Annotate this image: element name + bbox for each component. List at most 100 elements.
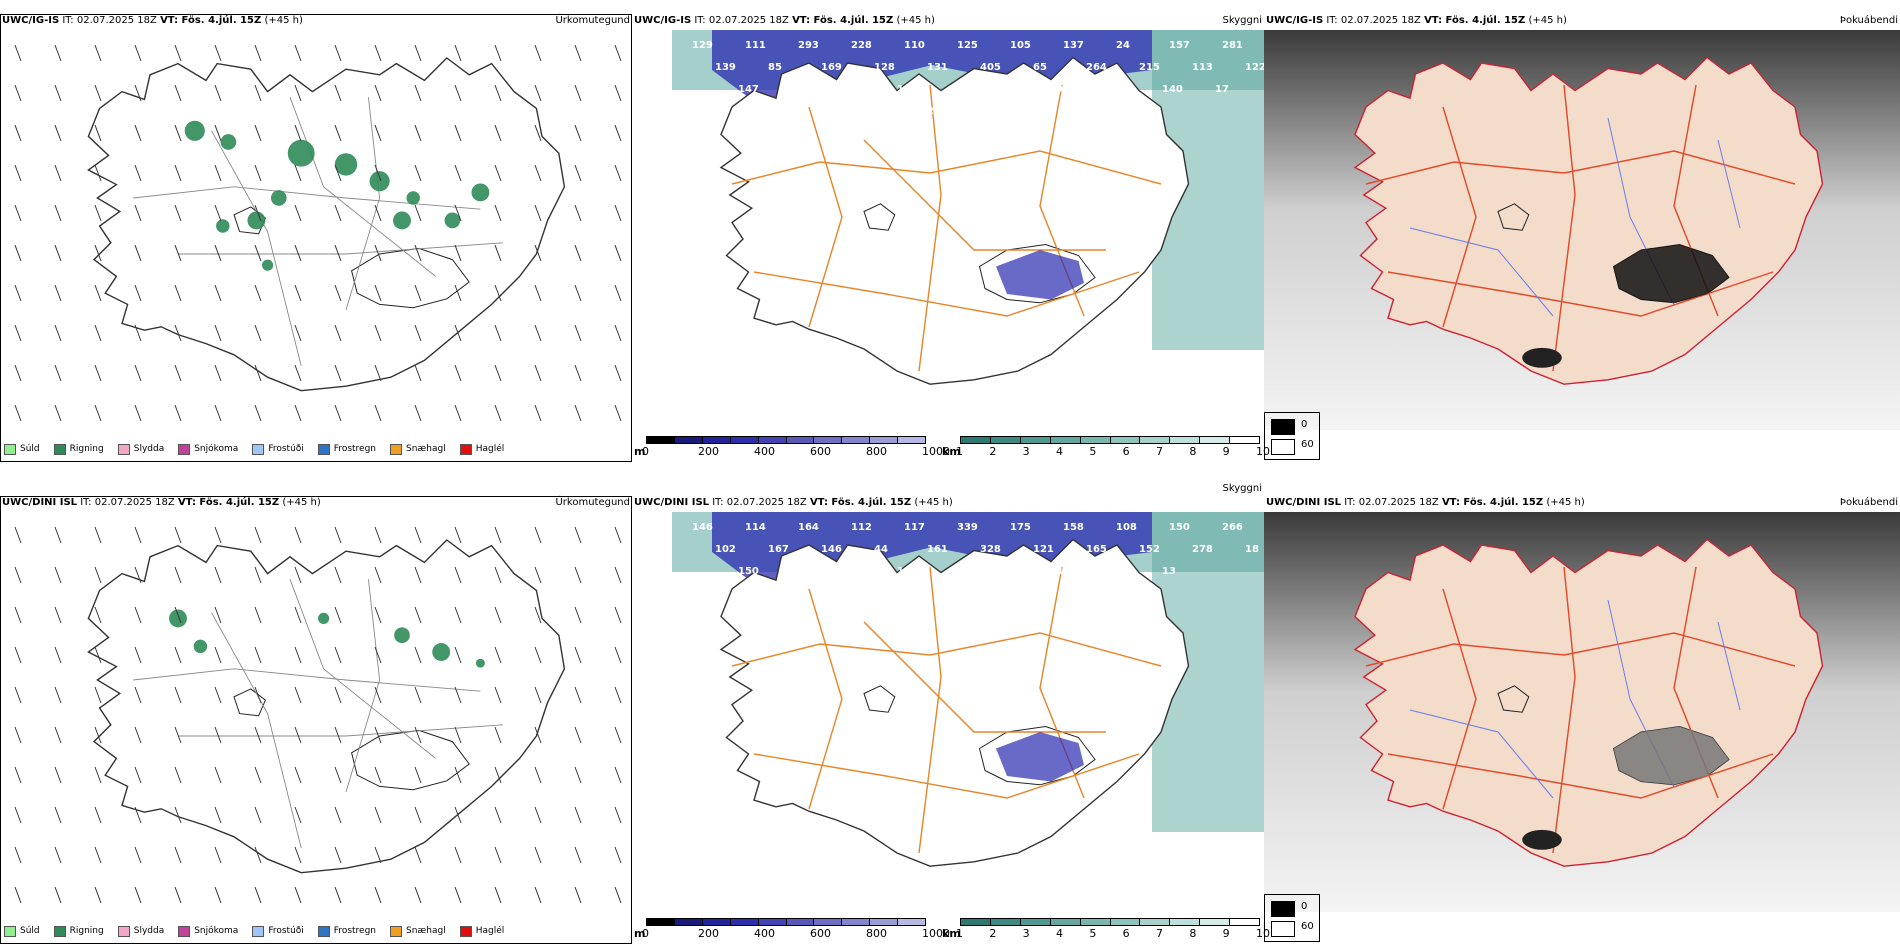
wind-barb: [374, 364, 382, 382]
wind-barb: [294, 646, 302, 664]
wind-barb: [54, 204, 62, 222]
cloud-base-label: 215: [1139, 62, 1160, 73]
it-value: 02.07.2025 18Z: [76, 15, 157, 26]
wind-barb: [454, 284, 462, 302]
rain-area: [270, 190, 287, 206]
precip-legend-swatch: [117, 443, 130, 455]
wind-barb: [614, 284, 622, 302]
fog-patch: [1522, 829, 1562, 850]
colorbar-swatch: [1110, 919, 1141, 925]
wind-barb: [14, 806, 22, 824]
colorbar-tick-label: 1000: [922, 445, 950, 458]
precip-map: [0, 512, 632, 918]
cloud-base-label: 24: [1116, 40, 1130, 51]
wind-barb: [294, 726, 302, 744]
wind-barb: [454, 566, 462, 584]
river-line: [1717, 139, 1741, 229]
road-line: [918, 566, 942, 854]
wind-barb: [54, 404, 62, 422]
fog-patch: [1613, 726, 1729, 785]
sky-title-bar: UWC/DINI ISL IT: 02.07.2025 18Z VT: Fös.…: [632, 483, 1264, 510]
wind-barb: [374, 726, 382, 744]
wind-barb: [254, 526, 262, 544]
wind-barb: [334, 766, 342, 784]
fog-patch: [1613, 244, 1729, 303]
model-name: UWC/IG-IS: [634, 15, 692, 26]
road-line: [345, 579, 381, 793]
rain-area: [432, 643, 451, 661]
wind-barb: [134, 364, 142, 382]
model-name: UWC/IG-IS: [1266, 15, 1324, 26]
wind-barb: [174, 204, 182, 222]
wind-barb: [174, 886, 182, 904]
wind-barb: [334, 284, 342, 302]
wind-barb: [294, 566, 302, 584]
it-value: 02.07.2025 18Z: [94, 497, 175, 508]
sky-map: 129 111 293 228 110 125 105 137 24 157 281 139 85 169…: [632, 30, 1264, 430]
colorbar-tick-label: 1: [956, 927, 963, 940]
wind-barb: [54, 766, 62, 784]
wind-barb: [454, 44, 462, 62]
road-line: [289, 579, 436, 759]
wind-barb: [614, 244, 622, 262]
wind-barb: [14, 646, 22, 664]
colorbar-swatch: [1050, 437, 1081, 443]
cloud-base-label: 90: [761, 106, 775, 117]
wind-barb: [574, 284, 582, 302]
wind-barb: [134, 124, 142, 142]
wind-barb: [294, 686, 302, 704]
cloud-base-label: 157: [1169, 40, 1190, 51]
wind-barb: [494, 526, 502, 544]
cloud-base-label: 83: [950, 566, 964, 577]
wind-barb: [294, 886, 302, 904]
wind-barb: [214, 124, 222, 142]
lead-time: (+45 h): [264, 15, 303, 26]
colorbar-swatch: [870, 919, 899, 925]
cloud-base-label: 150: [1169, 522, 1190, 533]
wind-barb: [54, 164, 62, 182]
colorbar-swatch: [758, 437, 787, 443]
iceland-coastline: [719, 56, 1190, 385]
wind-barb: [254, 124, 262, 142]
wind-barb: [134, 566, 142, 584]
wind-barb: [534, 726, 542, 744]
wind-barb: [374, 284, 382, 302]
cloud-base-label: 128: [874, 62, 895, 73]
fog-map: [1264, 30, 1900, 430]
wind-barb: [214, 566, 222, 584]
iceland-fog-map-svg: [1264, 512, 1900, 912]
wind-barb: [374, 846, 382, 864]
precip-legend-label: Súld: [20, 926, 40, 936]
cloud-base-label: 36: [844, 84, 858, 95]
iceland-coastline: [1353, 538, 1824, 867]
precip-legend-label: Snæhagl: [406, 444, 446, 454]
wind-barb: [174, 44, 182, 62]
glacier-outline: [863, 203, 896, 231]
road-line: [863, 139, 1107, 251]
wind-barb: [174, 566, 182, 584]
wind-barb: [294, 44, 302, 62]
wind-barb: [534, 284, 542, 302]
wind-barb: [94, 324, 102, 342]
wind-barb: [134, 886, 142, 904]
sky-title-bar: UWC/IG-IS IT: 02.07.2025 18Z VT: Fös. 4.…: [632, 14, 1264, 28]
colorbar-swatch: [1140, 919, 1171, 925]
rain-area: [318, 612, 330, 624]
wind-barb: [254, 44, 262, 62]
road-line: [753, 753, 1140, 799]
wind-barb: [54, 566, 62, 584]
colorbar-swatch: [1200, 437, 1231, 443]
iceland-sky-map-svg: 129 111 293 228 110 125 105 137 24 157 281 139 85 169…: [672, 30, 1264, 385]
cloud-base-label: 264: [1086, 62, 1107, 73]
colorbar-tick-label: 800: [866, 445, 887, 458]
colorbar-tick-label: 5: [1089, 445, 1097, 458]
fog-title-bar: UWC/DINI ISL IT: 02.07.2025 18Z VT: Fös.…: [1264, 496, 1900, 510]
precip-legend-item: Snjókoma: [178, 443, 238, 455]
colorbar-swatch: [842, 437, 871, 443]
precip-legend-swatch: [317, 443, 330, 455]
wind-barb: [494, 404, 502, 422]
colorbar-tick-label: 3: [1022, 927, 1030, 940]
wind-barb: [334, 244, 342, 262]
colorbar-tick-label: 2: [989, 927, 997, 940]
